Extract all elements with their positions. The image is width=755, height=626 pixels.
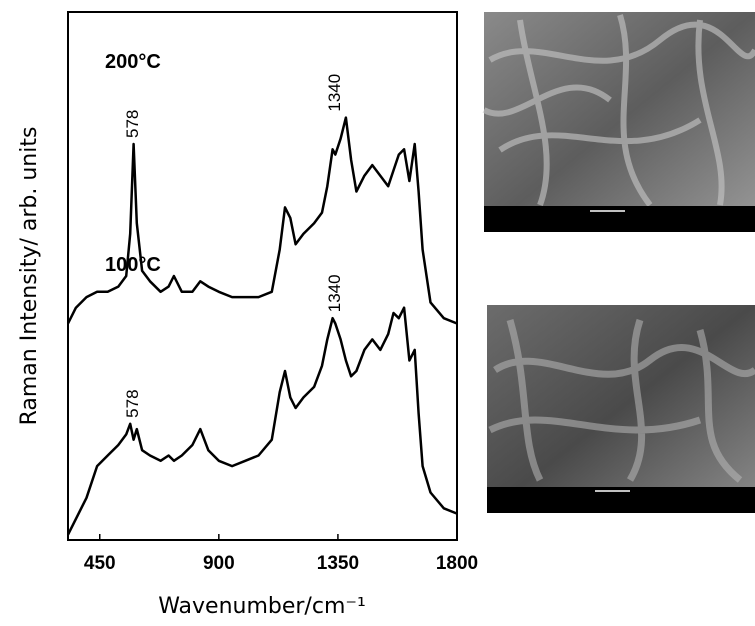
- peak-label: 1340: [325, 274, 344, 312]
- spectrum-line: [66, 306, 458, 536]
- x-tick-label: 1350: [317, 553, 359, 574]
- x-tick-label: 900: [203, 553, 235, 574]
- peak-label: 1340: [325, 74, 344, 112]
- series-label: 100°C: [105, 254, 161, 276]
- plot-frame: [67, 11, 458, 541]
- peak-label: 578: [123, 110, 142, 138]
- y-axis-label: Raman Intensity/ arb. units: [17, 127, 42, 426]
- sem-image-bottom: [487, 305, 755, 513]
- x-tick-label: 450: [84, 553, 116, 574]
- spectrum-line: [66, 116, 458, 325]
- series-label: 200°C: [105, 51, 161, 73]
- sem-image-top: [482, 12, 755, 232]
- x-tick-label: 1800: [436, 553, 478, 574]
- peak-label: 578: [123, 389, 142, 417]
- x-axis-label: Wavenumber/cm⁻¹: [158, 594, 366, 619]
